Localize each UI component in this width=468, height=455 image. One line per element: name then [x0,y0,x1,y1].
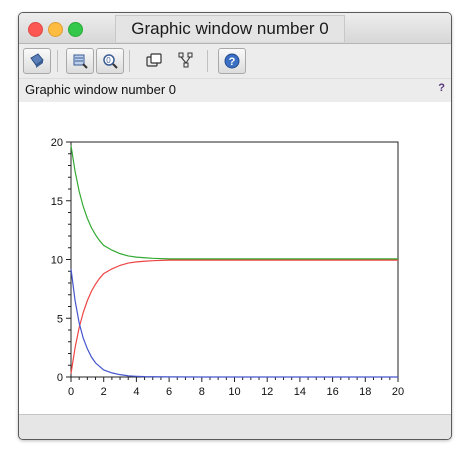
unzoom-button[interactable]: 0 [96,48,124,74]
status-bar [19,414,451,440]
y-tick-label: 0 [57,372,63,384]
x-tick-label: 8 [199,386,205,398]
y-tick-label: 5 [57,313,63,325]
edit-tree-button[interactable] [173,48,199,72]
help-button[interactable]: ? [218,48,246,74]
edit-tree-icon [177,51,195,69]
x-tick-label: 10 [228,386,240,398]
graphic-window: Graphic window number 0 0 [18,12,452,440]
x-tick-label: 2 [101,386,107,398]
close-button[interactable] [28,22,43,37]
info-help-icon[interactable]: ? [438,82,445,94]
x-tick-label: 14 [294,386,306,398]
zoom-button[interactable] [66,48,94,74]
minimize-button[interactable] [48,22,63,37]
maximize-button[interactable] [68,22,83,37]
x-tick-label: 6 [166,386,172,398]
x-tick-label: 18 [359,386,371,398]
series-layer [71,146,398,377]
y-tick-label: 10 [51,255,63,267]
svg-text:0: 0 [106,56,111,65]
info-bar: Graphic window number 0 ? [19,79,451,101]
toolbar: 0 ? [19,44,451,79]
plot-canvas[interactable]: 0 2 4 6 8 10 12 14 16 18 20 0 5 10 15 20 [19,102,451,414]
rotate-button[interactable] [23,48,51,74]
axes: 0 2 4 6 8 10 12 14 16 18 20 0 5 10 15 20 [51,137,404,398]
y-tick-label: 15 [51,196,63,208]
info-label: Graphic window number 0 [25,82,176,97]
x-tick-label: 4 [133,386,139,398]
series-line-2 [71,260,398,373]
x-tick-label: 16 [326,386,338,398]
x-tick-label: 12 [261,386,273,398]
rotate-icon [28,52,46,70]
y-tick-label: 20 [51,137,63,149]
x-tick-label: 20 [392,386,404,398]
zoom-icon [71,52,89,70]
series-line-1 [71,146,398,259]
datatip-icon [145,51,163,69]
help-icon: ? [223,52,241,70]
datatip-button[interactable] [141,48,167,72]
window-title: Graphic window number 0 [115,15,345,42]
line-chart: 0 2 4 6 8 10 12 14 16 18 20 0 5 10 15 20 [19,102,451,414]
svg-text:?: ? [229,56,236,68]
x-tick-label: 0 [68,386,74,398]
series-line-3 [71,269,398,377]
unzoom-icon: 0 [101,52,119,70]
title-bar[interactable]: Graphic window number 0 [19,13,451,44]
